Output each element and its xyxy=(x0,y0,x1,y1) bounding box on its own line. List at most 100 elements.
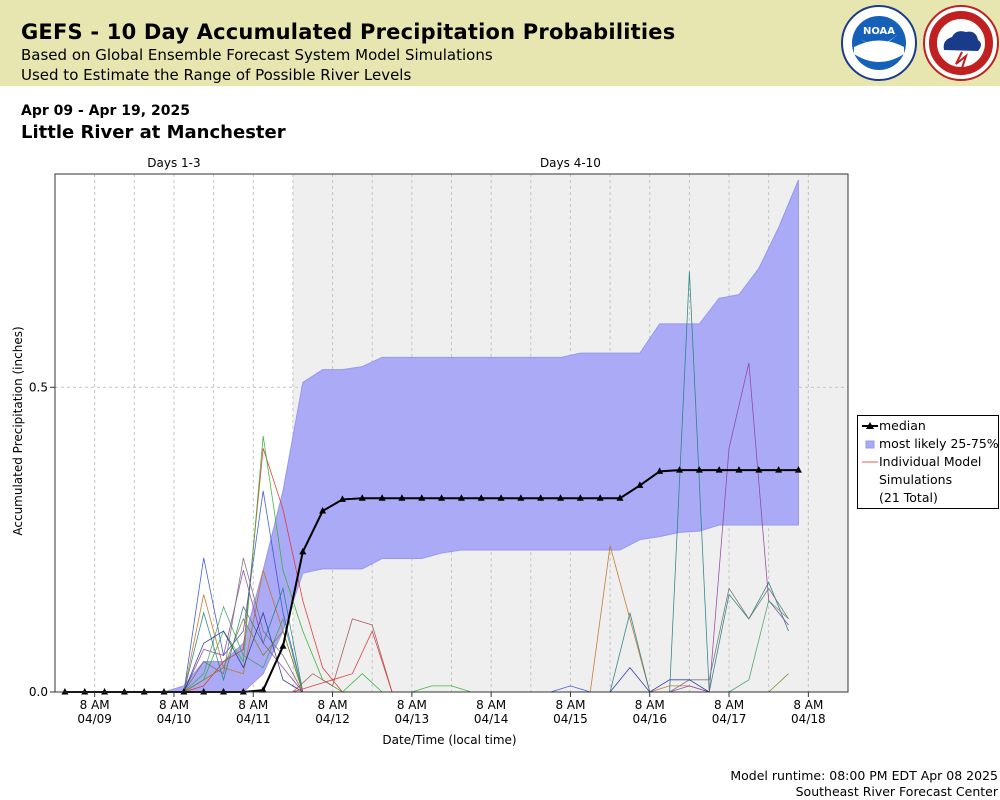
median-point xyxy=(675,466,683,473)
median-point xyxy=(616,494,624,501)
median-point xyxy=(378,494,386,501)
median-point xyxy=(239,688,247,695)
median-point xyxy=(220,688,228,695)
legend-members-line-3: (21 Total) xyxy=(858,490,998,506)
median-point xyxy=(259,686,267,693)
member-series-line xyxy=(550,685,591,693)
median-point xyxy=(101,688,109,695)
x-tick-label-time: 8 AM xyxy=(793,698,823,712)
median-point xyxy=(755,466,763,473)
x-tick-label-time: 8 AM xyxy=(238,698,268,712)
x-tick-label-date: 04/16 xyxy=(632,712,667,726)
station-name: Little River at Manchester xyxy=(21,122,286,143)
median-point xyxy=(120,688,128,695)
chart-legend: median most likely 25-75% Individual Mod… xyxy=(857,415,999,509)
legend-members-label-1: Individual Model xyxy=(879,454,982,469)
median-point xyxy=(358,494,366,501)
legend-median: median xyxy=(858,418,998,434)
median-point xyxy=(497,494,505,501)
forecast-period: Apr 09 - Apr 19, 2025 xyxy=(21,103,190,119)
member-series-line xyxy=(411,685,472,693)
x-tick-label-time: 8 AM xyxy=(159,698,189,712)
x-tick-label-date: 04/09 xyxy=(77,712,112,726)
member-series-line xyxy=(590,271,789,693)
y-tick-label: 0.0 xyxy=(29,685,48,699)
x-tick-label-time: 8 AM xyxy=(397,698,427,712)
subtitle-line-2: Used to Estimate the Range of Possible R… xyxy=(21,66,412,84)
x-tick-label-date: 04/10 xyxy=(157,712,192,726)
y-axis-title: Accumulated Precipitation (inches) xyxy=(11,326,25,535)
median-point xyxy=(517,494,525,501)
forecast-center: Southeast River Forecast Center xyxy=(795,784,998,799)
page-title: GEFS - 10 Day Accumulated Precipitation … xyxy=(21,20,676,44)
legend-members-line xyxy=(862,461,878,463)
region-label: Days 1-3 xyxy=(147,156,200,170)
legend-members: Individual Model xyxy=(858,454,998,470)
median-point xyxy=(319,507,327,514)
x-tick-label-time: 8 AM xyxy=(318,698,348,712)
median-point xyxy=(695,466,703,473)
median-point xyxy=(81,688,89,695)
median-point xyxy=(338,495,346,502)
member-series-line xyxy=(292,629,393,693)
header-banner: GEFS - 10 Day Accumulated Precipitation … xyxy=(0,0,1000,86)
legend-band-swatch xyxy=(865,440,875,449)
x-tick-label-time: 8 AM xyxy=(80,698,110,712)
x-tick-label-date: 04/17 xyxy=(712,712,747,726)
median-point xyxy=(537,494,545,501)
x-tick-label-time: 8 AM xyxy=(555,698,585,712)
median-point xyxy=(140,688,148,695)
median-point xyxy=(438,494,446,501)
member-series-line xyxy=(183,435,383,693)
band-25-75 xyxy=(163,179,799,693)
region-label: Days 4-10 xyxy=(540,156,601,170)
median-point xyxy=(576,494,584,501)
x-tick-label-date: 04/14 xyxy=(474,712,509,726)
median-point xyxy=(477,494,485,501)
median-point xyxy=(299,547,307,555)
member-series-line xyxy=(728,599,789,693)
x-tick-label-date: 04/18 xyxy=(791,712,826,726)
median-point xyxy=(160,688,168,695)
noaa-logo: NOAA xyxy=(841,5,917,81)
x-axis-title: Date/Time (local time) xyxy=(382,733,516,747)
x-tick-label-time: 8 AM xyxy=(635,698,665,712)
x-tick-label-date: 04/13 xyxy=(395,712,430,726)
nws-logo xyxy=(923,5,999,81)
member-series-line xyxy=(183,490,304,693)
legend-band-label: most likely 25-75% xyxy=(879,436,999,451)
median-point xyxy=(735,466,743,473)
member-series-line xyxy=(183,605,304,693)
median-point xyxy=(418,494,426,501)
legend-band: most likely 25-75% xyxy=(858,436,999,452)
median-point xyxy=(279,642,287,649)
x-tick-label-date: 04/12 xyxy=(315,712,350,726)
x-tick-label-date: 04/15 xyxy=(553,712,588,726)
member-series-line xyxy=(183,557,304,693)
median-point xyxy=(557,494,565,501)
x-tick-label-time: 8 AM xyxy=(476,698,506,712)
legend-members-label-3: (21 Total) xyxy=(879,490,938,505)
median-point xyxy=(715,466,723,473)
member-series-line xyxy=(183,448,343,693)
member-series-line xyxy=(183,570,304,693)
member-series-line xyxy=(183,611,304,693)
legend-median-marker xyxy=(862,422,878,429)
median-point xyxy=(656,467,664,474)
noaa-logo-text: NOAA xyxy=(863,26,895,37)
member-series-line xyxy=(183,617,304,693)
median-point xyxy=(180,688,188,695)
median-point xyxy=(200,688,208,695)
member-series-line xyxy=(609,666,710,693)
median-point xyxy=(794,466,802,473)
median-point xyxy=(398,494,406,501)
member-series-line xyxy=(183,586,304,693)
median-point xyxy=(457,494,465,501)
median-point xyxy=(775,466,783,473)
subtitle-line-1: Based on Global Ensemble Forecast System… xyxy=(21,46,493,64)
median-point xyxy=(596,494,604,501)
legend-members-label-2: Simulations xyxy=(879,472,953,487)
x-tick-label-time: 8 AM xyxy=(714,698,744,712)
y-tick-label: 0.5 xyxy=(29,380,48,394)
